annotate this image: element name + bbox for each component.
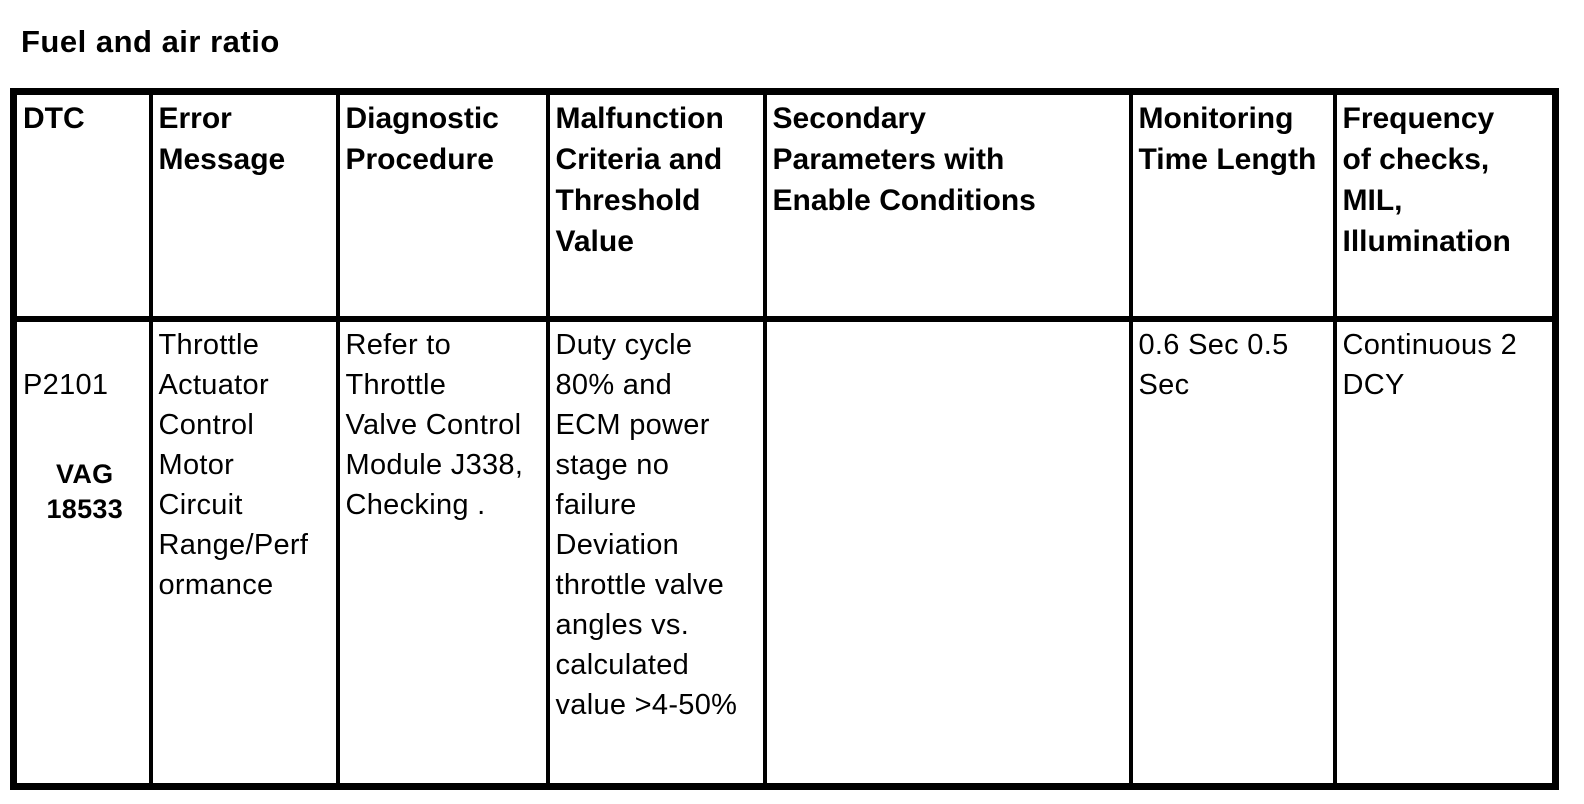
page-title: Fuel and air ratio [21,24,280,59]
cell-monitoring-time: 0.6 Sec 0.5 Sec [1128,316,1337,789]
col-header-diagnostic-procedure: Diagnostic Procedure [335,89,550,322]
table-header: DTC Error Message Diagnostic Procedure M… [11,89,1558,322]
dtc-vag-code: VAG 18533 [46,458,124,524]
cell-malfunction-criteria: Duty cycle 80% and ECM power stage no fa… [545,316,767,789]
col-header-frequency: Frequency of checks, MIL, Illumination [1332,89,1558,322]
col-header-malfunction-criteria: Malfunction Criteria and Threshold Value [545,89,767,322]
cell-secondary-parameters [762,316,1133,789]
dtc-table: DTC Error Message Diagnostic Procedure M… [10,88,1559,790]
table-row: P2101 VAG 18533 Throttle Actuator Contro… [11,316,1558,789]
col-header-secondary-parameters: Secondary Parameters with Enable Conditi… [762,89,1133,322]
cell-diagnostic-procedure: Refer to Throttle Valve Control Module J… [335,316,550,789]
table-body: P2101 VAG 18533 Throttle Actuator Contro… [11,316,1558,789]
col-header-monitoring-time: Monitoring Time Length [1128,89,1337,322]
cell-frequency: Continuous 2 DCY [1332,316,1558,789]
cell-error-message: Throttle Actuator Control Motor Circuit … [148,316,340,789]
header-row: DTC Error Message Diagnostic Procedure M… [11,89,1558,322]
dtc-code: P2101 [23,368,109,401]
cell-dtc: P2101 VAG 18533 [11,316,153,789]
col-header-dtc: DTC [11,89,153,322]
col-header-error-message: Error Message [148,89,340,322]
